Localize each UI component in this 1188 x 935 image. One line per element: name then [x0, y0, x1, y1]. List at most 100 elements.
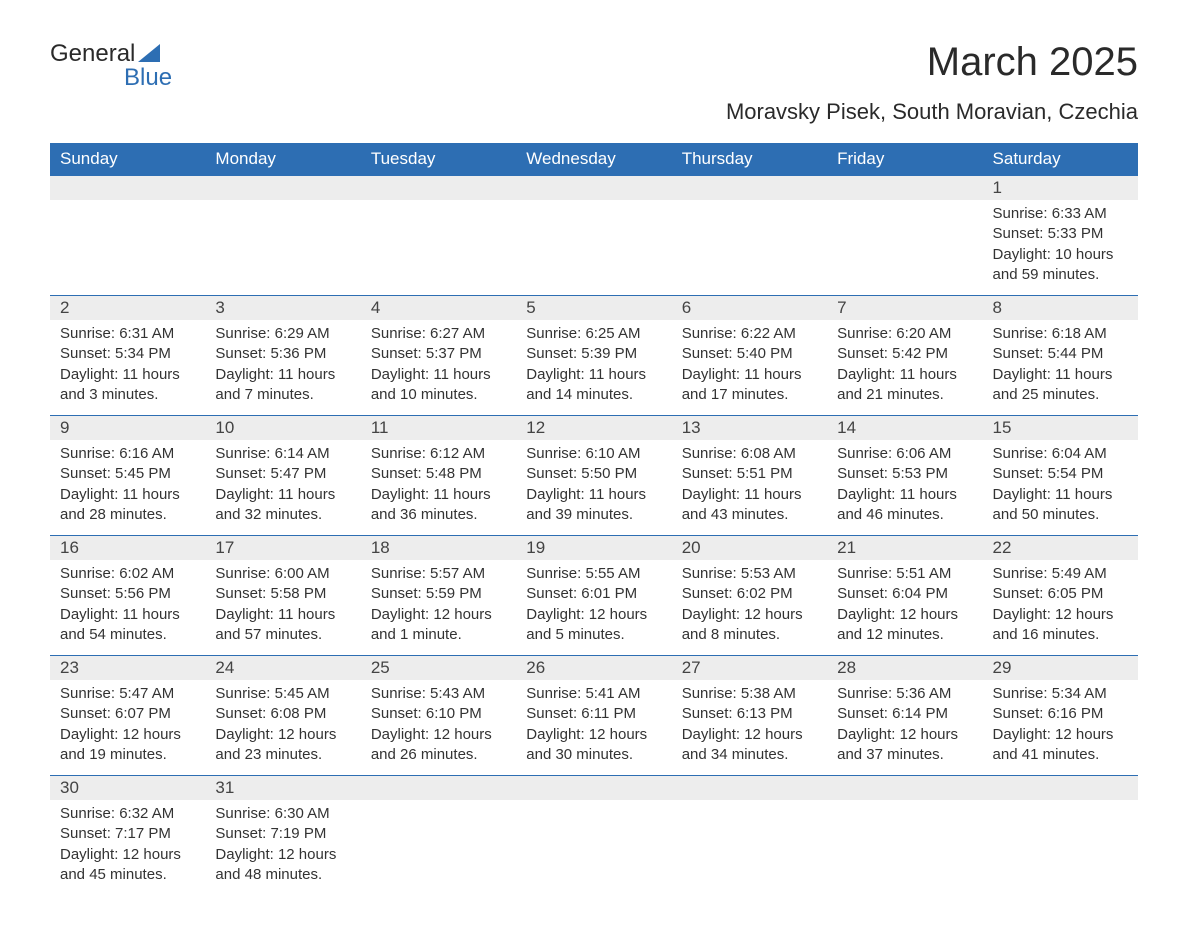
day-content: Sunrise: 6:25 AMSunset: 5:39 PMDaylight:…	[516, 320, 671, 416]
day-number: 29	[983, 656, 1138, 681]
day-number: 21	[827, 536, 982, 561]
day-content: Sunrise: 6:06 AMSunset: 5:53 PMDaylight:…	[827, 440, 982, 536]
day-number: 25	[361, 656, 516, 681]
day-number: 30	[50, 776, 205, 801]
day-content: Sunrise: 5:53 AMSunset: 6:02 PMDaylight:…	[672, 560, 827, 656]
day-number: 19	[516, 536, 671, 561]
day-number	[361, 776, 516, 801]
day-content	[827, 200, 982, 296]
day-number: 14	[827, 416, 982, 441]
day-content	[516, 800, 671, 895]
day-number-row: 9101112131415	[50, 416, 1138, 441]
day-number: 28	[827, 656, 982, 681]
day-content: Sunrise: 6:10 AMSunset: 5:50 PMDaylight:…	[516, 440, 671, 536]
day-content: Sunrise: 6:22 AMSunset: 5:40 PMDaylight:…	[672, 320, 827, 416]
day-content: Sunrise: 6:00 AMSunset: 5:58 PMDaylight:…	[205, 560, 360, 656]
day-number: 2	[50, 296, 205, 321]
day-content	[983, 800, 1138, 895]
day-number: 18	[361, 536, 516, 561]
day-number	[50, 176, 205, 201]
day-number: 26	[516, 656, 671, 681]
day-content: Sunrise: 6:29 AMSunset: 5:36 PMDaylight:…	[205, 320, 360, 416]
day-number	[827, 776, 982, 801]
day-number: 22	[983, 536, 1138, 561]
day-number	[827, 176, 982, 201]
day-number-row: 1	[50, 176, 1138, 201]
day-number: 3	[205, 296, 360, 321]
day-number: 4	[361, 296, 516, 321]
day-number	[672, 776, 827, 801]
day-content-row: Sunrise: 6:31 AMSunset: 5:34 PMDaylight:…	[50, 320, 1138, 416]
day-content	[50, 200, 205, 296]
day-content: Sunrise: 5:51 AMSunset: 6:04 PMDaylight:…	[827, 560, 982, 656]
day-number: 10	[205, 416, 360, 441]
day-number: 23	[50, 656, 205, 681]
day-content	[516, 200, 671, 296]
day-content	[827, 800, 982, 895]
day-number: 15	[983, 416, 1138, 441]
day-content	[672, 800, 827, 895]
day-number: 1	[983, 176, 1138, 201]
location: Moravsky Pisek, South Moravian, Czechia	[726, 99, 1138, 125]
day-content: Sunrise: 5:45 AMSunset: 6:08 PMDaylight:…	[205, 680, 360, 776]
day-content: Sunrise: 5:38 AMSunset: 6:13 PMDaylight:…	[672, 680, 827, 776]
day-content	[361, 200, 516, 296]
day-number: 9	[50, 416, 205, 441]
day-content: Sunrise: 6:18 AMSunset: 5:44 PMDaylight:…	[983, 320, 1138, 416]
day-content: Sunrise: 5:36 AMSunset: 6:14 PMDaylight:…	[827, 680, 982, 776]
day-number	[516, 776, 671, 801]
day-number	[983, 776, 1138, 801]
day-number: 27	[672, 656, 827, 681]
weekday-header: Thursday	[672, 143, 827, 176]
calendar-body: 1Sunrise: 6:33 AMSunset: 5:33 PMDaylight…	[50, 176, 1138, 896]
day-content: Sunrise: 5:49 AMSunset: 6:05 PMDaylight:…	[983, 560, 1138, 656]
day-number: 12	[516, 416, 671, 441]
logo-text-blue: Blue	[124, 64, 172, 92]
weekday-header: Sunday	[50, 143, 205, 176]
day-content: Sunrise: 5:34 AMSunset: 6:16 PMDaylight:…	[983, 680, 1138, 776]
day-content-row: Sunrise: 6:02 AMSunset: 5:56 PMDaylight:…	[50, 560, 1138, 656]
day-number-row: 16171819202122	[50, 536, 1138, 561]
day-content: Sunrise: 5:47 AMSunset: 6:07 PMDaylight:…	[50, 680, 205, 776]
day-content	[361, 800, 516, 895]
day-number: 8	[983, 296, 1138, 321]
weekday-header: Saturday	[983, 143, 1138, 176]
day-number: 5	[516, 296, 671, 321]
weekday-header-row: Sunday Monday Tuesday Wednesday Thursday…	[50, 143, 1138, 176]
day-number: 13	[672, 416, 827, 441]
day-content: Sunrise: 6:02 AMSunset: 5:56 PMDaylight:…	[50, 560, 205, 656]
day-number	[672, 176, 827, 201]
day-content-row: Sunrise: 6:33 AMSunset: 5:33 PMDaylight:…	[50, 200, 1138, 296]
day-content: Sunrise: 5:43 AMSunset: 6:10 PMDaylight:…	[361, 680, 516, 776]
day-content-row: Sunrise: 6:32 AMSunset: 7:17 PMDaylight:…	[50, 800, 1138, 895]
day-number: 16	[50, 536, 205, 561]
day-content: Sunrise: 6:04 AMSunset: 5:54 PMDaylight:…	[983, 440, 1138, 536]
calendar-table: Sunday Monday Tuesday Wednesday Thursday…	[50, 143, 1138, 895]
day-content: Sunrise: 5:41 AMSunset: 6:11 PMDaylight:…	[516, 680, 671, 776]
weekday-header: Monday	[205, 143, 360, 176]
day-number	[205, 176, 360, 201]
day-content: Sunrise: 6:14 AMSunset: 5:47 PMDaylight:…	[205, 440, 360, 536]
day-number: 6	[672, 296, 827, 321]
day-content: Sunrise: 6:31 AMSunset: 5:34 PMDaylight:…	[50, 320, 205, 416]
day-content	[672, 200, 827, 296]
day-content: Sunrise: 5:55 AMSunset: 6:01 PMDaylight:…	[516, 560, 671, 656]
day-number-row: 2345678	[50, 296, 1138, 321]
day-number	[361, 176, 516, 201]
day-content: Sunrise: 6:08 AMSunset: 5:51 PMDaylight:…	[672, 440, 827, 536]
day-number	[516, 176, 671, 201]
day-content: Sunrise: 6:16 AMSunset: 5:45 PMDaylight:…	[50, 440, 205, 536]
logo-text-general: General	[50, 40, 135, 68]
day-number-row: 23242526272829	[50, 656, 1138, 681]
day-content: Sunrise: 6:30 AMSunset: 7:19 PMDaylight:…	[205, 800, 360, 895]
day-content: Sunrise: 6:20 AMSunset: 5:42 PMDaylight:…	[827, 320, 982, 416]
logo-triangle-icon	[138, 44, 160, 62]
day-number: 31	[205, 776, 360, 801]
day-content: Sunrise: 5:57 AMSunset: 5:59 PMDaylight:…	[361, 560, 516, 656]
page-header: General Blue March 2025 Moravsky Pisek, …	[50, 40, 1138, 125]
day-number: 24	[205, 656, 360, 681]
day-content: Sunrise: 6:33 AMSunset: 5:33 PMDaylight:…	[983, 200, 1138, 296]
day-content-row: Sunrise: 6:16 AMSunset: 5:45 PMDaylight:…	[50, 440, 1138, 536]
logo: General Blue	[50, 40, 172, 92]
day-number: 7	[827, 296, 982, 321]
